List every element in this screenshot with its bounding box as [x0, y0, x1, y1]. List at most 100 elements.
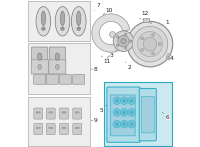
Text: 2: 2: [125, 62, 131, 70]
Text: 7: 7: [94, 3, 100, 10]
Circle shape: [141, 37, 144, 40]
Ellipse shape: [56, 64, 59, 70]
Circle shape: [122, 122, 126, 126]
Circle shape: [125, 33, 127, 35]
Circle shape: [113, 97, 121, 104]
Circle shape: [64, 112, 66, 113]
FancyBboxPatch shape: [59, 75, 71, 84]
Circle shape: [113, 121, 121, 128]
FancyBboxPatch shape: [46, 108, 55, 119]
Circle shape: [125, 47, 127, 49]
Circle shape: [117, 44, 119, 47]
Ellipse shape: [76, 11, 81, 26]
Text: 12: 12: [140, 11, 149, 19]
Circle shape: [62, 112, 64, 113]
Circle shape: [152, 33, 154, 36]
FancyBboxPatch shape: [49, 60, 66, 74]
Circle shape: [39, 127, 40, 129]
Circle shape: [36, 112, 38, 113]
Circle shape: [42, 27, 45, 30]
Circle shape: [121, 109, 128, 116]
Circle shape: [130, 99, 133, 102]
FancyBboxPatch shape: [46, 75, 58, 84]
Ellipse shape: [55, 53, 60, 60]
Circle shape: [78, 127, 79, 129]
Bar: [104, 82, 172, 146]
Circle shape: [132, 26, 168, 62]
Text: 8: 8: [91, 67, 97, 72]
Text: 5: 5: [100, 105, 107, 113]
Wedge shape: [92, 14, 130, 52]
Circle shape: [118, 36, 129, 47]
Text: 1: 1: [163, 20, 169, 25]
Text: 3: 3: [110, 50, 116, 58]
Bar: [28, 43, 90, 94]
Circle shape: [62, 127, 64, 129]
FancyBboxPatch shape: [34, 123, 43, 135]
Text: 4: 4: [168, 53, 174, 61]
Text: 11: 11: [101, 56, 111, 64]
Circle shape: [122, 111, 126, 114]
Text: 9: 9: [91, 118, 97, 123]
FancyBboxPatch shape: [73, 108, 82, 119]
Circle shape: [51, 127, 53, 129]
Circle shape: [51, 112, 53, 113]
FancyBboxPatch shape: [32, 47, 48, 66]
Circle shape: [168, 56, 170, 59]
Circle shape: [128, 109, 135, 116]
FancyBboxPatch shape: [110, 95, 135, 136]
Text: 10: 10: [103, 8, 113, 15]
Circle shape: [121, 121, 128, 128]
Circle shape: [75, 127, 77, 129]
FancyBboxPatch shape: [34, 75, 46, 84]
Ellipse shape: [55, 7, 70, 36]
Circle shape: [117, 36, 119, 38]
FancyBboxPatch shape: [73, 123, 82, 135]
FancyBboxPatch shape: [107, 87, 140, 142]
Circle shape: [141, 48, 144, 51]
Circle shape: [130, 122, 133, 126]
Circle shape: [61, 27, 64, 30]
Wedge shape: [92, 14, 130, 52]
Ellipse shape: [41, 11, 46, 26]
Circle shape: [127, 21, 173, 67]
Circle shape: [49, 112, 50, 113]
Bar: [28, 97, 90, 146]
Circle shape: [130, 111, 133, 114]
Bar: [28, 1, 90, 41]
Ellipse shape: [60, 11, 65, 26]
FancyBboxPatch shape: [49, 47, 65, 66]
Circle shape: [128, 121, 135, 128]
Circle shape: [158, 43, 161, 46]
Circle shape: [166, 55, 172, 60]
Circle shape: [49, 127, 50, 129]
Circle shape: [110, 32, 115, 37]
Circle shape: [143, 37, 157, 51]
Ellipse shape: [71, 7, 86, 36]
Circle shape: [113, 109, 121, 116]
Circle shape: [115, 99, 119, 102]
Circle shape: [39, 112, 40, 113]
Circle shape: [128, 97, 135, 104]
FancyBboxPatch shape: [31, 60, 48, 74]
Circle shape: [121, 39, 126, 44]
Circle shape: [78, 112, 79, 113]
FancyBboxPatch shape: [73, 75, 85, 84]
Circle shape: [64, 127, 66, 129]
FancyBboxPatch shape: [46, 123, 55, 135]
Circle shape: [121, 97, 128, 104]
Circle shape: [137, 32, 163, 57]
Ellipse shape: [38, 64, 42, 70]
FancyBboxPatch shape: [60, 123, 68, 135]
Circle shape: [77, 27, 80, 30]
Circle shape: [152, 52, 154, 55]
Circle shape: [113, 31, 134, 51]
FancyBboxPatch shape: [141, 96, 154, 133]
Circle shape: [36, 127, 38, 129]
Circle shape: [115, 111, 119, 114]
FancyBboxPatch shape: [60, 108, 68, 119]
Circle shape: [130, 40, 132, 42]
Circle shape: [115, 122, 119, 126]
Circle shape: [75, 112, 77, 113]
Circle shape: [122, 99, 126, 102]
